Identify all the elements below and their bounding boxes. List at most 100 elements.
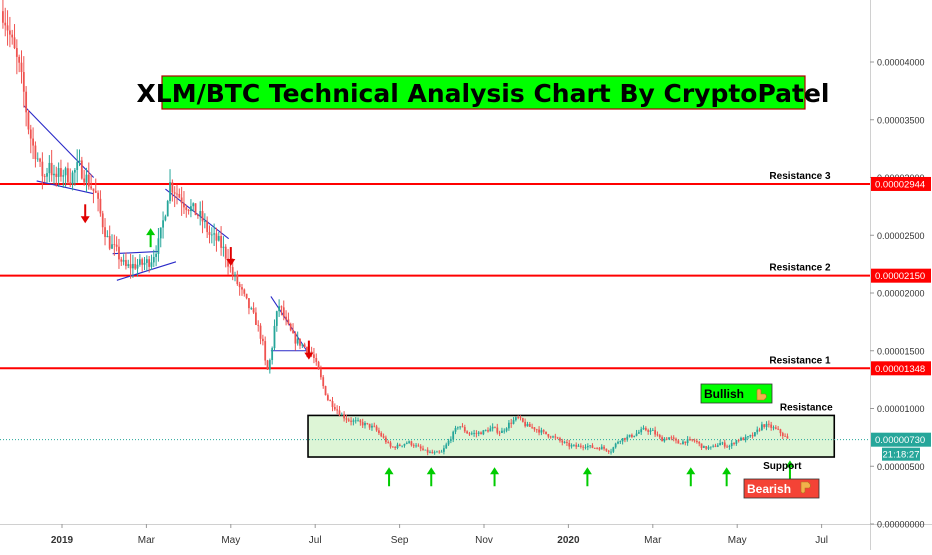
pattern-trendline bbox=[36, 180, 94, 195]
candle-body bbox=[275, 311, 278, 326]
candle-body bbox=[572, 444, 575, 446]
candle-body bbox=[494, 426, 496, 428]
candle-body bbox=[380, 433, 383, 437]
resistance-price-tag-text: 0.00001348 bbox=[875, 364, 925, 375]
candle-body bbox=[306, 347, 308, 353]
candle-body bbox=[364, 423, 366, 426]
candle-body bbox=[598, 448, 601, 450]
candle-body bbox=[549, 436, 552, 438]
y-tick-label: 0.00001000 bbox=[877, 404, 925, 414]
candle-body bbox=[716, 445, 719, 447]
arrow-head bbox=[80, 216, 90, 224]
candle-body bbox=[466, 431, 469, 434]
candle-body bbox=[633, 435, 636, 437]
candle-body bbox=[735, 440, 738, 444]
candle-body bbox=[391, 446, 394, 448]
candle-body bbox=[661, 437, 663, 442]
up-arrow-icon bbox=[384, 467, 394, 487]
up-arrow-icon bbox=[490, 467, 500, 487]
current-price-tag-text: 0.00000730 bbox=[875, 435, 925, 446]
candle-body bbox=[635, 433, 638, 436]
candle-body bbox=[756, 429, 759, 433]
candle-body bbox=[642, 427, 645, 430]
pattern-trendline bbox=[165, 188, 230, 240]
candle-body bbox=[73, 169, 76, 173]
candle-body bbox=[280, 306, 283, 308]
candle-body bbox=[563, 442, 566, 443]
candle-body bbox=[760, 424, 763, 430]
x-tick-label: Jul bbox=[309, 535, 322, 546]
candle-body bbox=[709, 446, 712, 448]
candle-body bbox=[331, 401, 334, 408]
candle-body bbox=[131, 263, 134, 269]
candle-body bbox=[461, 426, 464, 428]
candle-body bbox=[183, 203, 185, 208]
candle-body bbox=[705, 446, 708, 449]
candle-body bbox=[426, 449, 429, 453]
candle-body bbox=[470, 433, 473, 435]
candle-body bbox=[366, 423, 369, 424]
candle-body bbox=[531, 426, 534, 428]
candle-body bbox=[60, 168, 62, 177]
candle-body bbox=[501, 430, 503, 433]
candle-body bbox=[640, 429, 643, 433]
candle-body bbox=[398, 444, 401, 446]
candle-body bbox=[644, 427, 647, 431]
candle-body bbox=[324, 386, 327, 396]
candle-body bbox=[603, 446, 605, 449]
thumbs-up-icon bbox=[756, 388, 767, 401]
candle-body bbox=[11, 34, 14, 38]
pattern-trendline bbox=[116, 261, 177, 281]
candle-body bbox=[8, 30, 11, 35]
candle-body bbox=[27, 112, 30, 130]
candle-body bbox=[57, 168, 60, 177]
candle-body bbox=[556, 437, 559, 439]
candle-body bbox=[46, 173, 48, 177]
candle-body bbox=[624, 438, 626, 440]
candle-body bbox=[726, 446, 728, 448]
candle-body bbox=[169, 182, 171, 202]
title-box bbox=[161, 75, 806, 110]
candle-body bbox=[62, 175, 65, 177]
candle-body bbox=[213, 233, 216, 235]
candle-body bbox=[333, 407, 336, 410]
candle-body bbox=[32, 138, 34, 146]
candle-body bbox=[373, 425, 376, 427]
candle-body bbox=[663, 438, 666, 442]
candle-body bbox=[43, 176, 46, 178]
resistance-label: Resistance 3 bbox=[769, 171, 831, 182]
candle-body bbox=[120, 259, 123, 262]
candle-body bbox=[575, 444, 578, 447]
candle-body bbox=[754, 432, 756, 437]
candle-body bbox=[164, 216, 167, 221]
candle-body bbox=[415, 445, 417, 447]
candle-body bbox=[452, 431, 455, 440]
candle-body bbox=[48, 162, 51, 174]
candle-body bbox=[384, 437, 387, 443]
bullish-badge-bg bbox=[700, 383, 773, 404]
candle-body bbox=[610, 451, 612, 453]
candle-body bbox=[368, 423, 371, 428]
arrow-head bbox=[226, 259, 236, 267]
candle-body bbox=[206, 221, 209, 233]
candle-body bbox=[347, 419, 350, 421]
arrow-head bbox=[686, 467, 696, 475]
candle-body bbox=[36, 158, 39, 160]
candle-body bbox=[538, 429, 540, 433]
candle-body bbox=[447, 440, 450, 445]
candle-body bbox=[463, 427, 466, 432]
candle-body bbox=[127, 264, 130, 267]
resistance-label: Resistance 1 bbox=[769, 355, 831, 366]
range-bottom-label: Support bbox=[763, 461, 802, 472]
candle-body bbox=[326, 395, 329, 401]
pattern-trendline bbox=[112, 250, 160, 255]
candle-body bbox=[487, 430, 489, 432]
candle-body bbox=[605, 448, 608, 451]
candle-body bbox=[779, 429, 782, 434]
candle-body bbox=[507, 422, 510, 429]
candle-body bbox=[178, 193, 181, 198]
candle-body bbox=[593, 447, 596, 449]
candle-body bbox=[475, 433, 478, 435]
